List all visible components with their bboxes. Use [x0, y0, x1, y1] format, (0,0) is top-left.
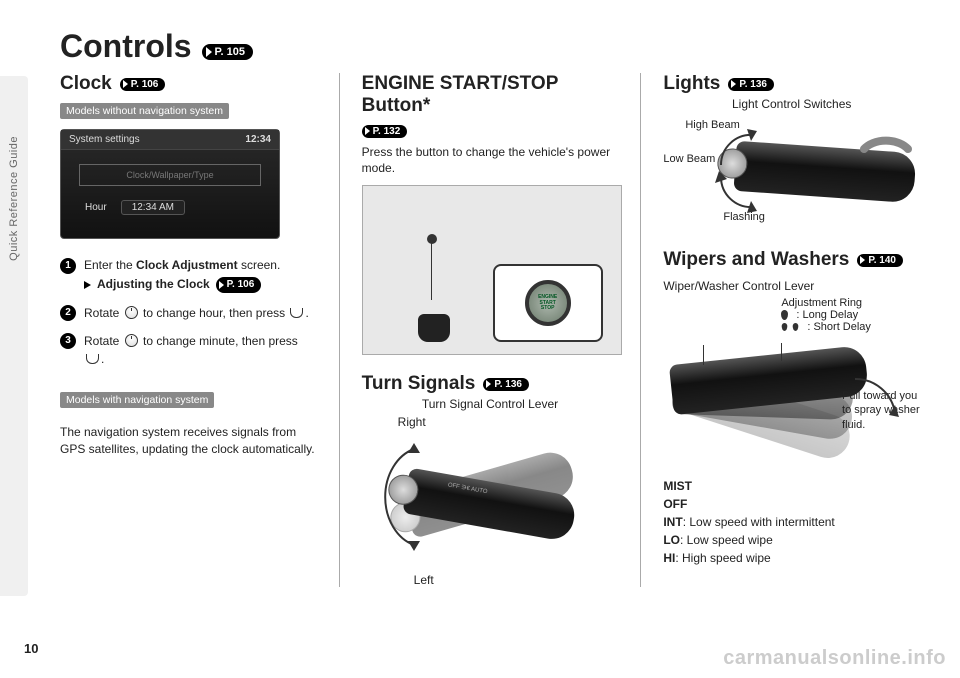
engine-heading: ENGINE START/STOP Button* — [362, 73, 619, 117]
column-divider — [339, 73, 340, 587]
clock-screen-illustration: System settings 12:34 Clock/Wallpaper/Ty… — [60, 129, 280, 239]
models-without-nav-tag: Models without navigation system — [60, 103, 229, 119]
nav-clock-text: The navigation system receives signals f… — [60, 424, 317, 459]
goto-arrow-icon — [84, 281, 91, 289]
turn-page-ref: P. 136 — [483, 378, 529, 391]
step-number-1: 1 — [60, 258, 76, 274]
side-tab: Quick Reference Guide — [0, 76, 28, 596]
adj-ring-label: Adjustment Ring — [781, 297, 931, 309]
page-number: 10 — [24, 641, 38, 656]
rotate-arrow-icon — [856, 115, 916, 165]
turn-left-label: Left — [362, 573, 619, 587]
long-delay-label: : Long Delay — [796, 309, 858, 321]
lights-caption: Light Control Switches — [663, 97, 920, 111]
drop-icon — [782, 323, 788, 331]
rotate-knob-icon — [125, 306, 138, 319]
screen-hour-label: Hour — [85, 202, 107, 213]
main-title: Controls — [60, 28, 192, 65]
clock-page-ref: P. 106 — [120, 78, 166, 91]
pull-arrow-icon — [849, 373, 909, 433]
watermark: carmanualsonline.info — [723, 647, 946, 670]
screen-time: 12:34 — [245, 134, 271, 145]
short-delay-label: : Short Delay — [807, 321, 871, 333]
step-number-2: 2 — [60, 305, 76, 321]
lights-heading: Lights — [663, 73, 720, 95]
page-content: Controls P. 105 Clock P. 106 Models with… — [0, 0, 960, 607]
screen-hour-value: 12:34 AM — [121, 200, 185, 215]
turn-lever-illustration: OFF ∋€ AUTO — [362, 429, 619, 569]
turn-heading: Turn Signals — [362, 373, 476, 395]
clock-heading: Clock — [60, 73, 112, 95]
drop-icon — [793, 323, 799, 331]
step1-sublabel: Adjusting the Clock — [97, 276, 210, 293]
step-1: 1 Enter the Clock Adjustment screen. Adj… — [60, 257, 317, 294]
wiper-illustration: Adjustment Ring : Long Delay : Short Del… — [663, 297, 920, 477]
step-number-3: 3 — [60, 333, 76, 349]
drop-icon — [781, 310, 788, 320]
screen-row: Clock/Wallpaper/Type — [79, 164, 261, 186]
side-tab-label: Quick Reference Guide — [8, 136, 20, 261]
wiper-caption: Wiper/Washer Control Lever — [663, 279, 920, 293]
press-icon — [290, 308, 303, 318]
engine-illustration: ENGINESTARTSTOP — [362, 185, 622, 355]
engine-page-ref: P. 132 — [362, 125, 408, 138]
column-lights-wipers: Lights P. 136 Light Control Switches Hig… — [663, 73, 920, 587]
models-with-nav-tag: Models with navigation system — [60, 392, 214, 408]
lights-page-ref: P. 136 — [728, 78, 774, 91]
turn-caption: Turn Signal Control Lever — [362, 397, 619, 411]
engine-button-icon: ENGINESTARTSTOP — [525, 280, 571, 326]
column-clock: Clock P. 106 Models without navigation s… — [60, 73, 317, 587]
column-divider — [640, 73, 641, 587]
lights-illustration: High Beam Low Beam Flashing — [663, 115, 920, 235]
beam-arrows-icon — [713, 121, 783, 231]
turn-right-label: Right — [362, 415, 619, 429]
press-icon — [86, 354, 99, 364]
low-beam-label: Low Beam — [663, 153, 715, 165]
rotate-knob-icon — [125, 334, 138, 347]
step1-page-ref: P. 106 — [216, 277, 262, 294]
column-engine-turn: ENGINE START/STOP Button* P. 132 Press t… — [362, 73, 619, 587]
step-2: 2 Rotate to change hour, then press . — [60, 304, 317, 322]
step-3: 3 Rotate to change minute, then press . — [60, 332, 317, 368]
wipers-page-ref: P. 140 — [857, 254, 903, 267]
wiper-mode-labels: MIST OFF INT: Low speed with intermitten… — [663, 477, 920, 567]
screen-title: System settings — [69, 134, 140, 145]
wipers-heading: Wipers and Washers — [663, 249, 849, 271]
main-page-ref: P. 105 — [202, 44, 253, 60]
engine-subtext: Press the button to change the vehicle's… — [362, 144, 619, 178]
